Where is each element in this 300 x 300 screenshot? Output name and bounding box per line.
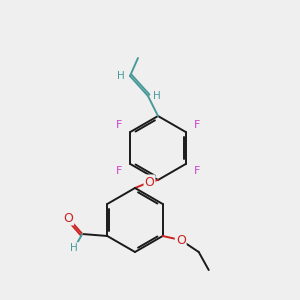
Text: F: F [194,121,200,130]
Text: H: H [117,71,125,81]
Text: O: O [63,212,73,224]
Text: O: O [176,233,186,247]
Text: F: F [116,121,122,130]
Text: F: F [194,166,200,176]
Text: H: H [153,91,161,101]
Text: F: F [116,166,122,176]
Text: H: H [70,243,78,253]
Text: O: O [145,176,154,188]
